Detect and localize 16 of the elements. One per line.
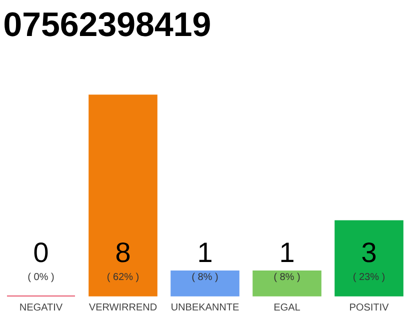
x-tick-label: POSITIV bbox=[350, 304, 389, 311]
annotation: ( 62% ) bbox=[108, 272, 138, 282]
data-label: 8 bbox=[116, 242, 130, 262]
annotation: ( 8% ) bbox=[192, 272, 218, 282]
x-tick-label: EGAL bbox=[274, 304, 300, 311]
data-label: 3 bbox=[362, 242, 376, 262]
annotation: ( 23% ) bbox=[354, 272, 384, 282]
chart-title: 07562398419 bbox=[4, 12, 210, 36]
x-tick-label: NEGATIV bbox=[20, 304, 63, 311]
x-tick-label: UNBEKANNTE bbox=[172, 304, 239, 310]
data-label: 1 bbox=[281, 242, 294, 262]
annotation: ( 8% ) bbox=[274, 272, 300, 282]
data-label: 1 bbox=[199, 242, 212, 262]
x-tick-label: VERWIRREND bbox=[88, 304, 157, 310]
annotation: ( 0% ) bbox=[28, 272, 54, 282]
data-label: 0 bbox=[34, 242, 48, 262]
